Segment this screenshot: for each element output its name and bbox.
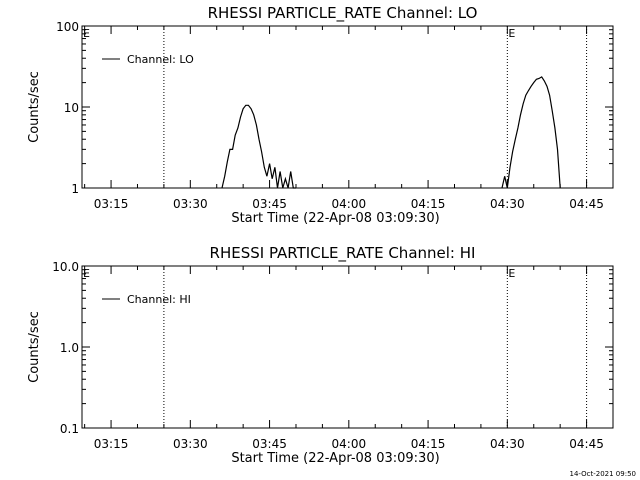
event-marker: E [508, 27, 515, 40]
x-tick-label: 03:30 [173, 197, 208, 211]
legend-entry: Channel: LO [127, 53, 194, 66]
legend-entry: Channel: HI [127, 293, 191, 306]
y-tick-label: 100 [56, 20, 79, 34]
x-tick-label: 04:30 [490, 197, 525, 211]
plot-frame [81, 265, 614, 429]
y-tick-label: 1.0 [60, 341, 79, 355]
event-marker: E [83, 267, 90, 280]
y-tick-label: 10.0 [52, 260, 79, 274]
x-tick-label: 04:45 [569, 437, 604, 451]
chart-title: RHESSI PARTICLE_RATE Channel: LO [208, 4, 478, 23]
plot-frame [81, 25, 614, 189]
x-tick-label: 03:45 [252, 437, 287, 451]
y-tick-label: 1 [71, 182, 79, 196]
x-tick-label: 04:45 [569, 197, 604, 211]
footer-timestamp: 14-Oct-2021 09:50 [570, 470, 636, 478]
x-tick-label: 03:45 [252, 197, 287, 211]
x-tick-label: 04:15 [411, 437, 446, 451]
x-tick-label: 04:00 [332, 437, 367, 451]
event-marker: E [83, 27, 90, 40]
y-tick-label: 0.1 [60, 422, 79, 436]
x-axis-label: Start Time (22-Apr-08 03:09:30) [231, 211, 439, 226]
x-tick-label: 04:00 [332, 197, 367, 211]
y-axis-label: Counts/sec [27, 311, 42, 383]
x-tick-label: 03:30 [173, 437, 208, 451]
y-axis-label: Counts/sec [27, 71, 42, 143]
series-line [501, 76, 561, 189]
x-tick-label: 04:15 [411, 197, 446, 211]
x-tick-label: 04:30 [490, 437, 525, 451]
y-tick-label: 10 [64, 101, 79, 115]
series-line [221, 104, 296, 189]
x-tick-label: 03:15 [94, 197, 129, 211]
x-tick-label: 03:15 [94, 437, 129, 451]
chart-title: RHESSI PARTICLE_RATE Channel: HI [210, 244, 476, 263]
event-marker: E [508, 267, 515, 280]
x-axis-label: Start Time (22-Apr-08 03:09:30) [231, 451, 439, 466]
